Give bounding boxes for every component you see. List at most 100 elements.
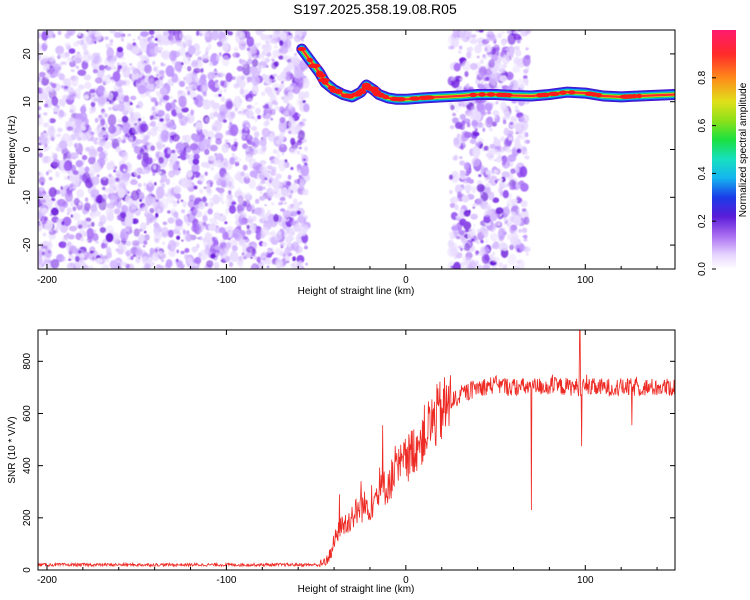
noise-blob <box>40 59 45 66</box>
noise-blob <box>48 205 53 210</box>
noise-blob <box>224 139 229 143</box>
noise-blob <box>84 202 91 212</box>
noise-blob <box>451 117 459 124</box>
noise-blob <box>114 208 121 215</box>
noise-blob <box>469 38 478 45</box>
noise-blob <box>500 248 509 258</box>
noise-blob <box>157 110 165 117</box>
noise-blob <box>224 221 228 225</box>
noise-blob <box>475 250 480 254</box>
noise-blob <box>509 82 513 86</box>
noise-blob <box>68 225 78 232</box>
noise-blob <box>112 201 119 206</box>
noise-blob <box>296 217 303 223</box>
noise-blob <box>154 37 158 41</box>
noise-blob <box>462 256 467 262</box>
noise-blob <box>507 74 512 78</box>
noise-blob <box>484 177 489 182</box>
noise-blob <box>256 147 264 155</box>
noise-blob <box>513 143 523 150</box>
noise-blob <box>254 117 258 122</box>
noise-blob <box>492 110 500 116</box>
noise-blob <box>81 122 86 126</box>
noise-blob <box>185 39 190 44</box>
noise-blob <box>488 180 491 183</box>
noise-blob <box>231 76 236 80</box>
noise-blob <box>40 207 49 214</box>
noise-blob <box>226 100 233 110</box>
noise-blob <box>124 228 129 232</box>
noise-blob <box>95 240 99 244</box>
noise-blob <box>510 168 516 174</box>
noise-blob <box>186 221 191 227</box>
noise-blob <box>109 260 118 269</box>
noise-blob <box>151 53 156 58</box>
noise-blob <box>81 125 86 131</box>
noise-blob <box>501 171 510 178</box>
noise-blob <box>462 178 470 184</box>
noise-blob <box>238 239 246 247</box>
noise-blob <box>68 234 75 240</box>
noise-blob <box>158 100 162 105</box>
noise-blob <box>122 246 127 251</box>
noise-blob <box>454 184 463 194</box>
noise-blob <box>105 232 114 243</box>
noise-blob <box>149 207 155 214</box>
noise-blob <box>516 195 521 199</box>
ridge-hotspot <box>396 97 406 102</box>
noise-blob <box>475 70 480 76</box>
noise-blob <box>485 169 492 175</box>
noise-blob <box>40 87 49 93</box>
noise-blob <box>477 137 484 144</box>
noise-blob <box>270 117 274 121</box>
noise-blob <box>206 260 214 268</box>
noise-blob <box>205 185 211 193</box>
noise-blob <box>67 57 75 63</box>
noise-blob <box>496 178 500 182</box>
noise-blob <box>265 113 271 120</box>
noise-blob <box>152 164 157 170</box>
noise-blob <box>205 244 210 250</box>
noise-blob <box>483 145 489 151</box>
noise-blob <box>83 232 88 237</box>
noise-blob <box>478 174 482 178</box>
noise-blob <box>302 31 307 37</box>
noise-blob <box>489 75 497 86</box>
noise-blob <box>459 113 466 121</box>
noise-blob <box>458 50 462 54</box>
noise-blob <box>218 248 225 257</box>
noise-blob <box>128 203 136 214</box>
noise-blob <box>519 243 525 252</box>
noise-blob <box>202 30 211 38</box>
noise-blob <box>120 37 125 42</box>
noise-blob <box>211 125 218 132</box>
noise-blob <box>282 210 292 218</box>
noise-blob <box>285 255 291 262</box>
noise-blob <box>518 180 525 186</box>
noise-blob <box>106 175 110 178</box>
noise-blob <box>137 183 142 188</box>
noise-blob <box>449 190 453 194</box>
noise-blob <box>61 221 65 226</box>
noise-blob <box>135 247 144 259</box>
noise-blob <box>270 38 279 44</box>
noise-blob <box>525 150 529 155</box>
noise-blob <box>62 133 70 143</box>
noise-blob <box>493 169 498 174</box>
noise-blob <box>493 139 501 147</box>
noise-blob <box>207 136 211 140</box>
noise-blob <box>131 218 139 225</box>
noise-blob <box>270 159 275 164</box>
noise-blob <box>278 143 288 153</box>
noise-blob <box>154 182 157 186</box>
snr-y-tick-label: 600 <box>22 405 33 422</box>
noise-blob <box>102 186 106 191</box>
noise-blob <box>250 148 258 156</box>
noise-blob <box>165 259 173 269</box>
noise-blob <box>137 35 141 41</box>
noise-blob <box>461 238 468 244</box>
noise-blob <box>304 243 307 247</box>
noise-blob <box>97 129 106 136</box>
noise-blob <box>469 138 477 145</box>
